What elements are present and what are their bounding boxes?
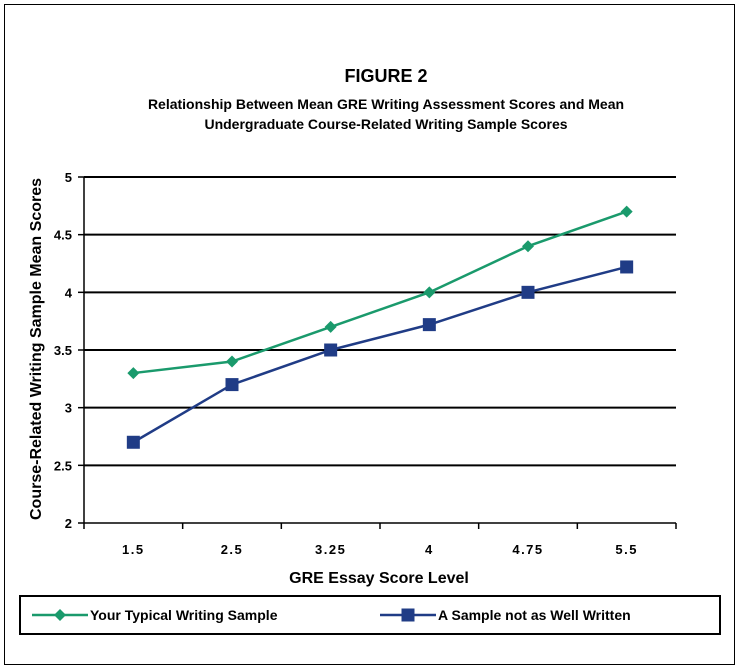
series-line (133, 210, 628, 375)
x-tick-label: 1.5 (122, 542, 145, 557)
series-group (126, 205, 634, 449)
y-axis-label: Course-Related Writing Sample Mean Score… (28, 178, 45, 520)
y-tick-label: 5 (65, 170, 72, 185)
data-point (423, 286, 436, 299)
y-tick-label: 4 (65, 285, 73, 300)
y-tick-label: 2.5 (54, 458, 72, 473)
x-tick-label: 3.25 (315, 542, 346, 557)
data-point (324, 320, 337, 333)
series-2 (126, 260, 634, 449)
data-point (324, 343, 338, 357)
chart-title: FIGURE 2 (344, 66, 427, 86)
legend-marker (401, 608, 415, 622)
data-point (521, 285, 535, 299)
legend-label: Your Typical Writing Sample (90, 607, 278, 623)
tick-labels: 2 2.5 3 3.5 4 4.5 5 1.5 2.5 3.25 4 4.75 5.5 (54, 170, 638, 557)
chart-subtitle-line-1: Relationship Between Mean GRE Writing As… (148, 96, 624, 112)
data-point (620, 205, 633, 218)
y-tick-label: 3.5 (54, 343, 72, 358)
x-tick-label: 2.5 (221, 542, 244, 557)
legend: Your Typical Writing Sample A Sample not … (19, 595, 721, 635)
data-point (225, 378, 239, 392)
axes (78, 176, 677, 529)
figure-frame (4, 4, 735, 665)
x-tick-label: 4.75 (512, 542, 543, 557)
series-1 (127, 205, 633, 380)
legend-item-2: A Sample not as Well Written (380, 607, 631, 623)
chart-subtitle-line-2: Undergraduate Course-Related Writing Sam… (204, 116, 567, 132)
y-tick-label: 2 (65, 516, 72, 531)
x-tick-label: 5.5 (615, 542, 638, 557)
legend-box (19, 595, 721, 635)
y-tick-label: 3 (65, 401, 72, 416)
x-axis-label: GRE Essay Score Level (289, 570, 469, 587)
legend-marker (54, 609, 66, 621)
legend-item-1: Your Typical Writing Sample (32, 607, 278, 623)
y-tick-label: 4.5 (54, 228, 72, 243)
legend-label: A Sample not as Well Written (438, 607, 631, 623)
data-point (422, 318, 436, 332)
series-line (132, 265, 627, 444)
x-tick-label: 4 (425, 542, 434, 557)
data-point (522, 240, 534, 253)
gridlines (84, 176, 676, 467)
data-point (127, 367, 140, 380)
data-point (620, 260, 634, 274)
data-point (126, 435, 140, 449)
data-point (226, 355, 238, 368)
